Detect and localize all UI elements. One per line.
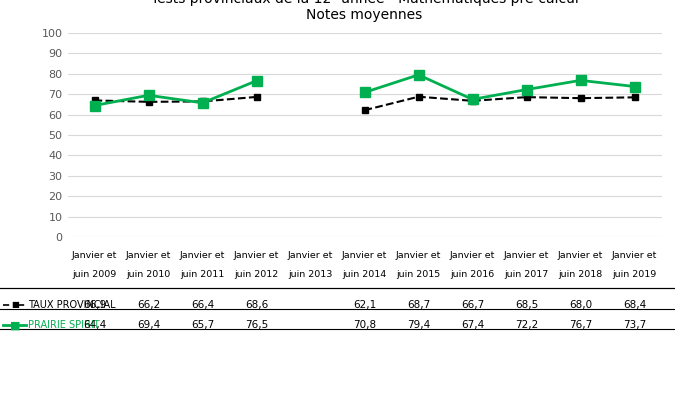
Text: Janvier et: Janvier et [612, 251, 657, 260]
Text: Janvier et: Janvier et [180, 251, 225, 260]
Text: Janvier et: Janvier et [72, 251, 117, 260]
Text: 69,4: 69,4 [137, 320, 160, 330]
Text: 76,7: 76,7 [569, 320, 592, 330]
Text: 62,1: 62,1 [353, 300, 376, 310]
Text: juin 2014: juin 2014 [342, 270, 387, 279]
Text: 68,4: 68,4 [623, 300, 646, 310]
Text: juin 2011: juin 2011 [180, 270, 225, 279]
Text: 73,7: 73,7 [623, 320, 646, 330]
Text: 66,4: 66,4 [191, 300, 214, 310]
Text: 72,2: 72,2 [515, 320, 538, 330]
Text: TAUX PROVINCIAL: TAUX PROVINCIAL [28, 300, 116, 310]
Text: 68,7: 68,7 [407, 300, 430, 310]
Text: 66,7: 66,7 [461, 300, 484, 310]
Text: Janvier et: Janvier et [396, 251, 441, 260]
Text: 76,5: 76,5 [245, 320, 268, 330]
Text: juin 2012: juin 2012 [234, 270, 279, 279]
Text: 66,2: 66,2 [137, 300, 160, 310]
Text: 70,8: 70,8 [353, 320, 376, 330]
Text: juin 2018: juin 2018 [558, 270, 603, 279]
Text: 68,6: 68,6 [245, 300, 268, 310]
Text: ■: ■ [11, 300, 19, 309]
Text: juin 2015: juin 2015 [396, 270, 441, 279]
Text: juin 2017: juin 2017 [504, 270, 549, 279]
Title: Tests provinciaux de la 12ᵉ année - Mathématiques pré-calcul
Notes moyennes: Tests provinciaux de la 12ᵉ année - Math… [151, 0, 578, 22]
Text: Janvier et: Janvier et [504, 251, 549, 260]
Text: PRAIRIE SPIRIT: PRAIRIE SPIRIT [28, 320, 100, 330]
Text: juin 2016: juin 2016 [450, 270, 495, 279]
Text: juin 2019: juin 2019 [612, 270, 657, 279]
Text: 65,7: 65,7 [191, 320, 214, 330]
Text: 79,4: 79,4 [407, 320, 430, 330]
Text: Janvier et: Janvier et [342, 251, 387, 260]
Text: 66,9: 66,9 [83, 300, 106, 310]
Text: Janvier et: Janvier et [288, 251, 333, 260]
Text: 64,4: 64,4 [83, 320, 106, 330]
Text: Janvier et: Janvier et [126, 251, 171, 260]
Text: Janvier et: Janvier et [558, 251, 603, 260]
Text: 67,4: 67,4 [461, 320, 484, 330]
Text: juin 2010: juin 2010 [126, 270, 171, 279]
Text: juin 2013: juin 2013 [288, 270, 333, 279]
Text: Janvier et: Janvier et [450, 251, 495, 260]
Text: juin 2009: juin 2009 [72, 270, 117, 279]
Text: 68,0: 68,0 [569, 300, 592, 310]
Text: ■: ■ [9, 320, 20, 330]
Text: 68,5: 68,5 [515, 300, 538, 310]
Text: Janvier et: Janvier et [234, 251, 279, 260]
